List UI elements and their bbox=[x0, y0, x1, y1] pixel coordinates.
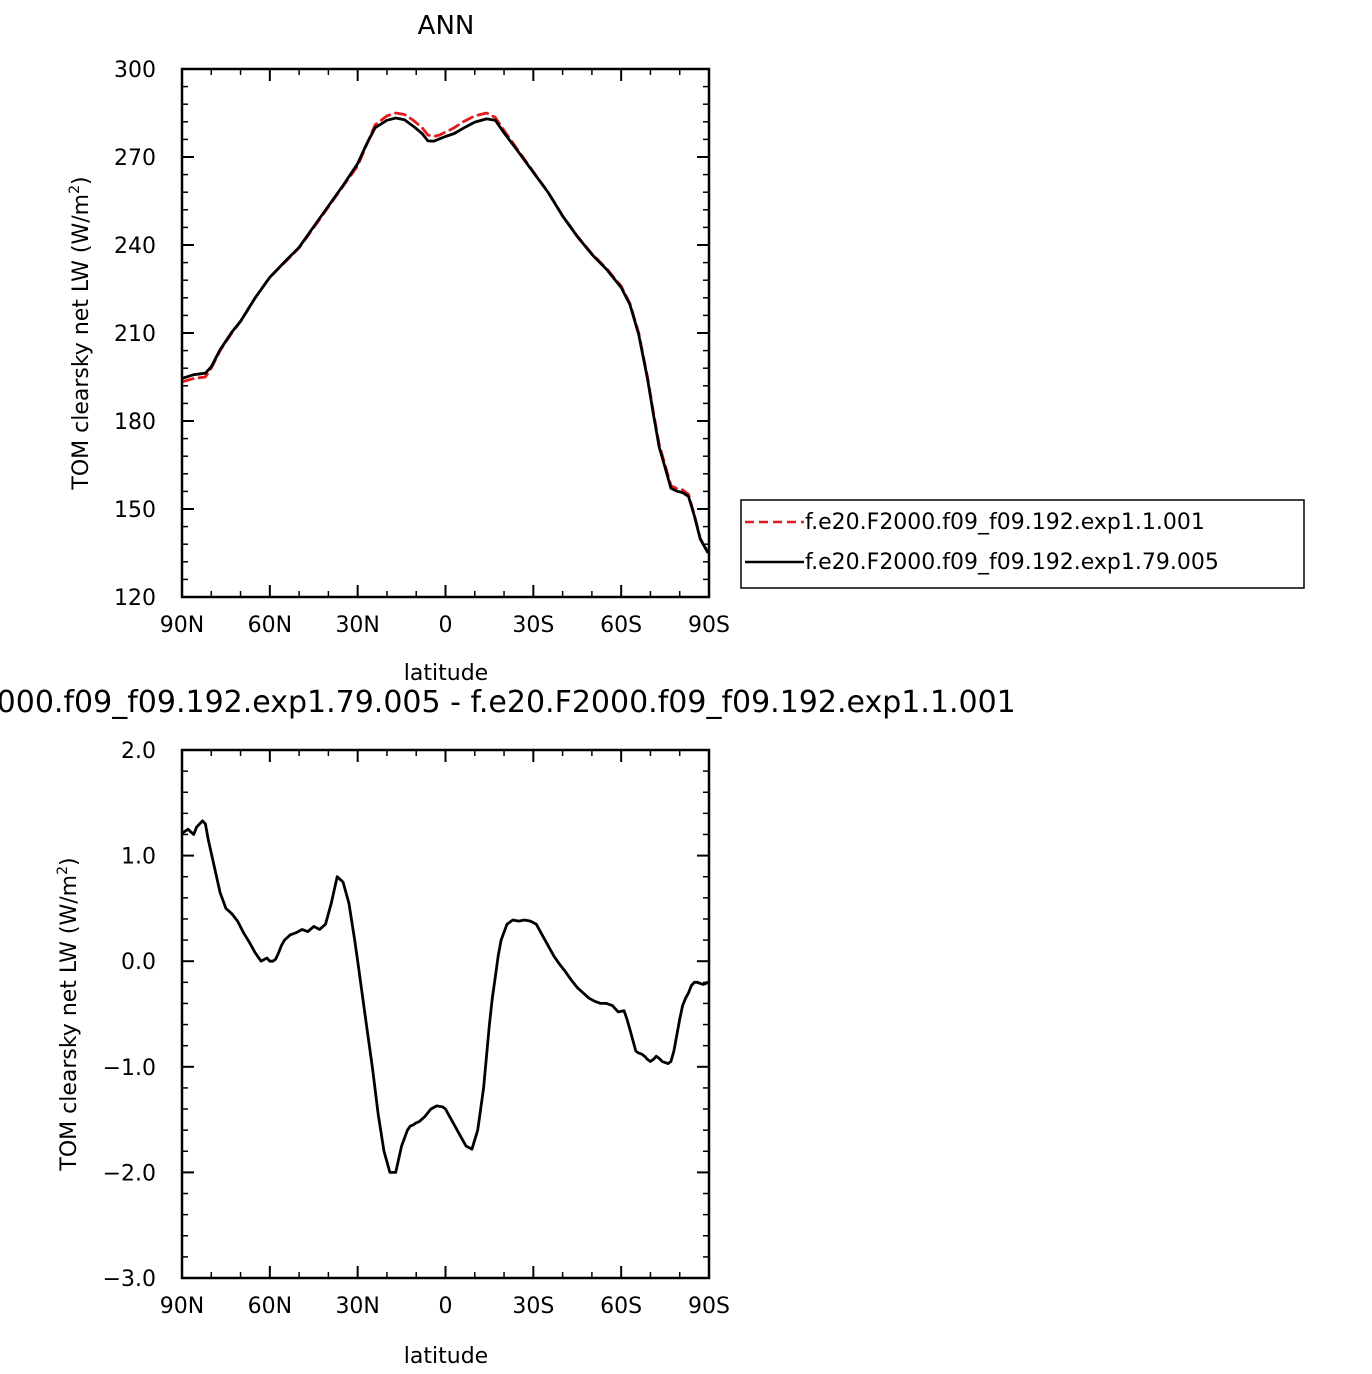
top-x-tick-label: 0 bbox=[439, 613, 453, 638]
bottom-chart-title: f.e20.F2000.f09_f09.192.exp1.79.005 - f.… bbox=[0, 685, 1016, 720]
bottom-y-axis-label: TOM clearsky net LW (W/m2) bbox=[55, 857, 82, 1171]
legend: f.e20.F2000.f09_f09.192.exp1.1.001 f.e20… bbox=[740, 499, 1305, 589]
top-series-layer bbox=[182, 111, 709, 554]
bottom-y-tick-label: −2.0 bbox=[103, 1161, 156, 1186]
bottom-x-tick-label: 90S bbox=[688, 1294, 730, 1319]
legend-label-model: f.e20.F2000.f09_f09.192.exp1.1.001 bbox=[805, 510, 1205, 535]
bottom-x-tick-label: 60S bbox=[600, 1294, 642, 1319]
bottom-x-tick-label: 30S bbox=[512, 1294, 554, 1319]
top-panel: ANN 90N 60N 30N 0 30S 60S 90S 120 150 180 210 240 27… bbox=[67, 11, 730, 686]
top-y-tick-label: 150 bbox=[114, 498, 156, 523]
top-y-tick-label: 210 bbox=[114, 322, 156, 347]
top-series-line-1 bbox=[182, 116, 709, 554]
top-x-axis-label: latitude bbox=[404, 661, 488, 686]
bottom-x-tick-label: 30N bbox=[335, 1294, 379, 1319]
bottom-panel: f.e20.F2000.f09_f09.192.exp1.79.005 - f.… bbox=[0, 685, 1016, 1369]
bottom-y-tick-label: −3.0 bbox=[103, 1267, 156, 1292]
top-chart-title: ANN bbox=[418, 11, 475, 41]
top-x-tick-label: 90S bbox=[688, 613, 730, 638]
top-y-tick-label: 300 bbox=[114, 58, 156, 83]
top-y-tick-label: 240 bbox=[114, 234, 156, 259]
bottom-y-tick-label: 0.0 bbox=[121, 950, 156, 975]
top-x-tick-label: 90N bbox=[160, 613, 204, 638]
top-y-axis-label: TOM clearsky net LW (W/m2) bbox=[67, 176, 94, 490]
bottom-plot-frame bbox=[180, 748, 711, 1280]
top-x-tick-label: 60S bbox=[600, 613, 642, 638]
top-y-tick-label: 270 bbox=[114, 146, 156, 171]
legend-box bbox=[740, 499, 1305, 589]
bottom-y-tick-label: 1.0 bbox=[121, 845, 156, 870]
bottom-x-tick-label: 90N bbox=[160, 1294, 204, 1319]
top-y-tick-label: 180 bbox=[114, 410, 156, 435]
bottom-y-tick-label: −1.0 bbox=[103, 1056, 156, 1081]
bottom-x-tick-label: 60N bbox=[248, 1294, 292, 1319]
bottom-ticks: 90N 60N 30N 0 30S 60S 90S −3.0 −2.0 −1.0 0.0 1.0 2.0 bbox=[103, 739, 730, 1319]
top-plot-frame bbox=[180, 67, 711, 599]
bottom-x-axis-label: latitude bbox=[404, 1344, 488, 1369]
top-y-tick-label: 120 bbox=[114, 586, 156, 611]
top-ticks: 90N 60N 30N 0 30S 60S 90S 120 150 180 210 240 270 300 bbox=[114, 58, 730, 638]
top-x-tick-label: 30S bbox=[512, 613, 554, 638]
bottom-x-tick-label: 0 bbox=[439, 1294, 453, 1319]
top-x-tick-label: 30N bbox=[335, 613, 379, 638]
bottom-series-layer bbox=[182, 819, 709, 1174]
bottom-y-tick-label: 2.0 bbox=[121, 739, 156, 764]
top-series-line-0 bbox=[182, 111, 709, 553]
bottom-series-line-0 bbox=[182, 819, 709, 1174]
legend-label-reference: f.e20.F2000.f09_f09.192.exp1.79.005 bbox=[805, 550, 1219, 575]
top-x-tick-label: 60N bbox=[248, 613, 292, 638]
